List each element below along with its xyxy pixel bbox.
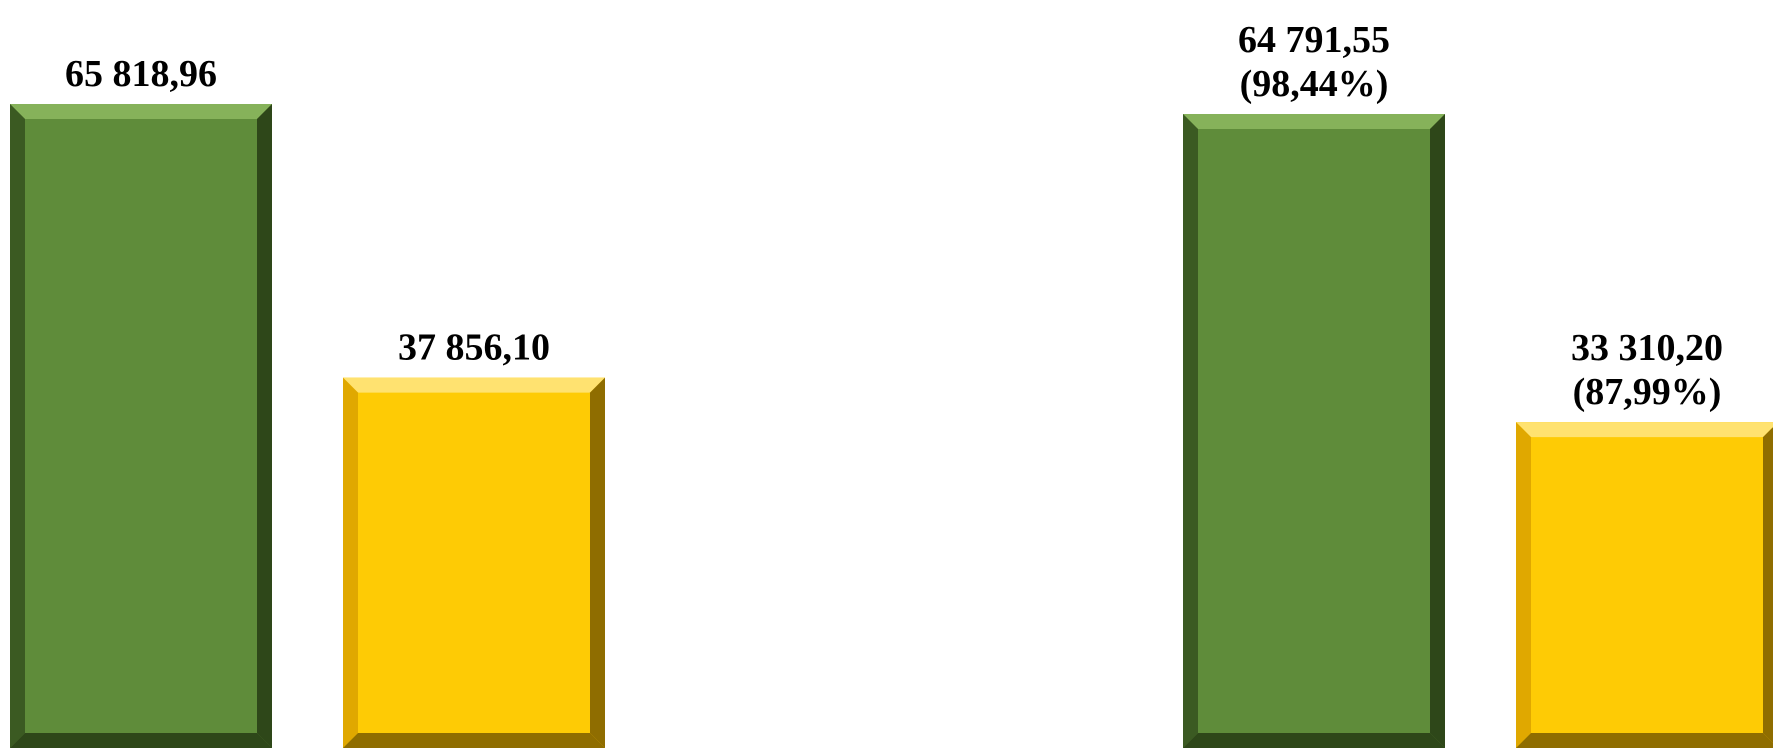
bar-value-text: 64 791,55 bbox=[1238, 19, 1390, 61]
bars-layer bbox=[10, 104, 1773, 748]
bar-value-text: 37 856,10 bbox=[398, 327, 550, 369]
bar-bevel-left bbox=[1516, 422, 1531, 748]
labels-layer: 65 818,96 37 856,10 64 791,55 (98,44%) 33 31… bbox=[65, 19, 1723, 413]
bar-1-yellow bbox=[343, 377, 605, 748]
bar-face bbox=[343, 377, 605, 748]
bar-bevel-bottom bbox=[1516, 733, 1773, 748]
bar-face bbox=[1516, 422, 1773, 748]
bar-bevel-top bbox=[343, 377, 605, 393]
bar-bevel-left bbox=[343, 377, 358, 748]
bar-1-green bbox=[10, 104, 272, 748]
bar-value-text: 65 818,96 bbox=[65, 53, 217, 95]
bar-bevel-bottom bbox=[343, 733, 605, 748]
bar-2-green bbox=[1183, 114, 1445, 748]
bar-value-label: 65 818,96 bbox=[65, 53, 217, 95]
bar-bevel-left bbox=[10, 104, 25, 748]
bar-bevel-top bbox=[10, 104, 272, 119]
bar-bevel-bottom bbox=[1183, 733, 1445, 748]
bar-percent-text: (98,44%) bbox=[1240, 63, 1389, 105]
bar-bevel-top bbox=[1516, 422, 1773, 438]
bar-value-text: 33 310,20 bbox=[1571, 327, 1723, 369]
bar-value-label: 64 791,55 (98,44%) bbox=[1238, 19, 1390, 105]
bar-bevel-top bbox=[1183, 114, 1445, 130]
bar-bevel-right bbox=[590, 377, 605, 748]
bar-face bbox=[10, 104, 272, 748]
bar-bevel-right bbox=[1763, 427, 1773, 743]
bar-bevel-right bbox=[1430, 114, 1445, 748]
bar-bevel-right bbox=[257, 104, 272, 748]
bar-value-label: 37 856,10 bbox=[398, 327, 550, 369]
bar-value-label: 33 310,20 (87,99%) bbox=[1571, 327, 1723, 413]
bar-percent-text: (87,99%) bbox=[1573, 371, 1722, 413]
bar-2-yellow bbox=[1516, 422, 1773, 748]
bar-face bbox=[1183, 114, 1445, 748]
bar-bevel-left bbox=[1183, 114, 1198, 748]
bar-bevel-bottom bbox=[10, 733, 272, 748]
